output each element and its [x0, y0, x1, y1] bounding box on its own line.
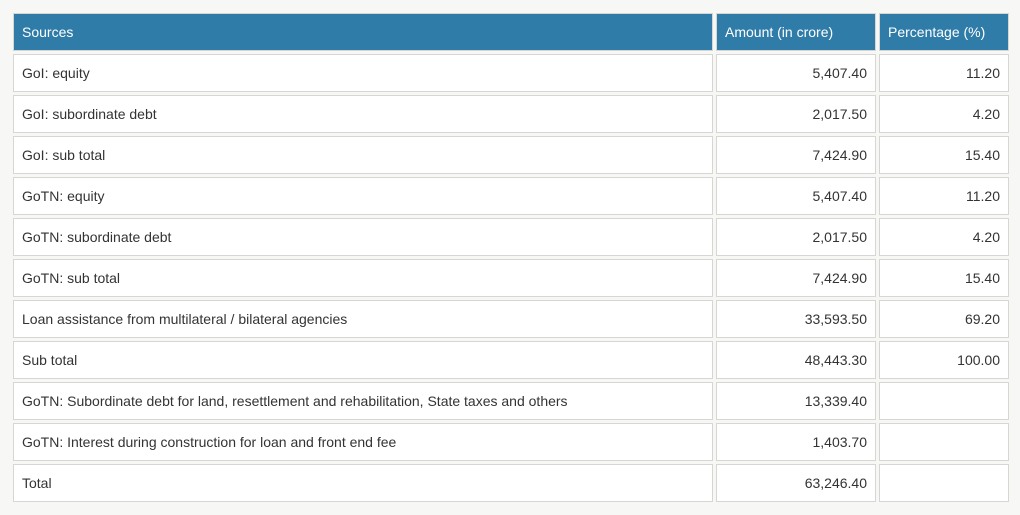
cell-percentage: 11.20 [879, 54, 1009, 92]
cell-percentage: 4.20 [879, 95, 1009, 133]
cell-amount: 63,246.40 [716, 464, 876, 502]
cell-percentage: 4.20 [879, 218, 1009, 256]
cell-amount: 5,407.40 [716, 177, 876, 215]
cell-sources: GoTN: Interest during construction for l… [13, 423, 713, 461]
col-header-amount: Amount (in crore) [716, 13, 876, 51]
header-row: Sources Amount (in crore) Percentage (%) [13, 13, 1009, 51]
table-row: GoI: sub total 7,424.90 15.40 [13, 136, 1009, 174]
cell-percentage [879, 464, 1009, 502]
cell-sources: GoI: sub total [13, 136, 713, 174]
cell-amount: 1,403.70 [716, 423, 876, 461]
cell-amount: 7,424.90 [716, 259, 876, 297]
cell-amount: 33,593.50 [716, 300, 876, 338]
cell-amount: 5,407.40 [716, 54, 876, 92]
table-row: GoTN: Interest during construction for l… [13, 423, 1009, 461]
cell-percentage: 100.00 [879, 341, 1009, 379]
table-row: GoTN: equity 5,407.40 11.20 [13, 177, 1009, 215]
cell-percentage [879, 382, 1009, 420]
cell-percentage [879, 423, 1009, 461]
table-row: GoTN: sub total 7,424.90 15.40 [13, 259, 1009, 297]
funding-table: Sources Amount (in crore) Percentage (%)… [10, 10, 1012, 505]
table-row: Sub total 48,443.30 100.00 [13, 341, 1009, 379]
cell-sources: GoI: equity [13, 54, 713, 92]
cell-percentage: 15.40 [879, 259, 1009, 297]
cell-amount: 48,443.30 [716, 341, 876, 379]
cell-sources: Sub total [13, 341, 713, 379]
cell-amount: 13,339.40 [716, 382, 876, 420]
cell-sources: Loan assistance from multilateral / bila… [13, 300, 713, 338]
cell-sources: GoI: subordinate debt [13, 95, 713, 133]
cell-sources: GoTN: subordinate debt [13, 218, 713, 256]
col-header-sources: Sources [13, 13, 713, 51]
table-row: Loan assistance from multilateral / bila… [13, 300, 1009, 338]
cell-percentage: 15.40 [879, 136, 1009, 174]
col-header-percentage: Percentage (%) [879, 13, 1009, 51]
cell-amount: 2,017.50 [716, 95, 876, 133]
cell-sources: GoTN: Subordinate debt for land, resettl… [13, 382, 713, 420]
table-row: Total 63,246.40 [13, 464, 1009, 502]
cell-percentage: 11.20 [879, 177, 1009, 215]
cell-sources: Total [13, 464, 713, 502]
cell-percentage: 69.20 [879, 300, 1009, 338]
cell-sources: GoTN: sub total [13, 259, 713, 297]
cell-amount: 7,424.90 [716, 136, 876, 174]
table-row: GoI: equity 5,407.40 11.20 [13, 54, 1009, 92]
table-row: GoTN: subordinate debt 2,017.50 4.20 [13, 218, 1009, 256]
table-row: GoI: subordinate debt 2,017.50 4.20 [13, 95, 1009, 133]
table-row: GoTN: Subordinate debt for land, resettl… [13, 382, 1009, 420]
cell-amount: 2,017.50 [716, 218, 876, 256]
cell-sources: GoTN: equity [13, 177, 713, 215]
